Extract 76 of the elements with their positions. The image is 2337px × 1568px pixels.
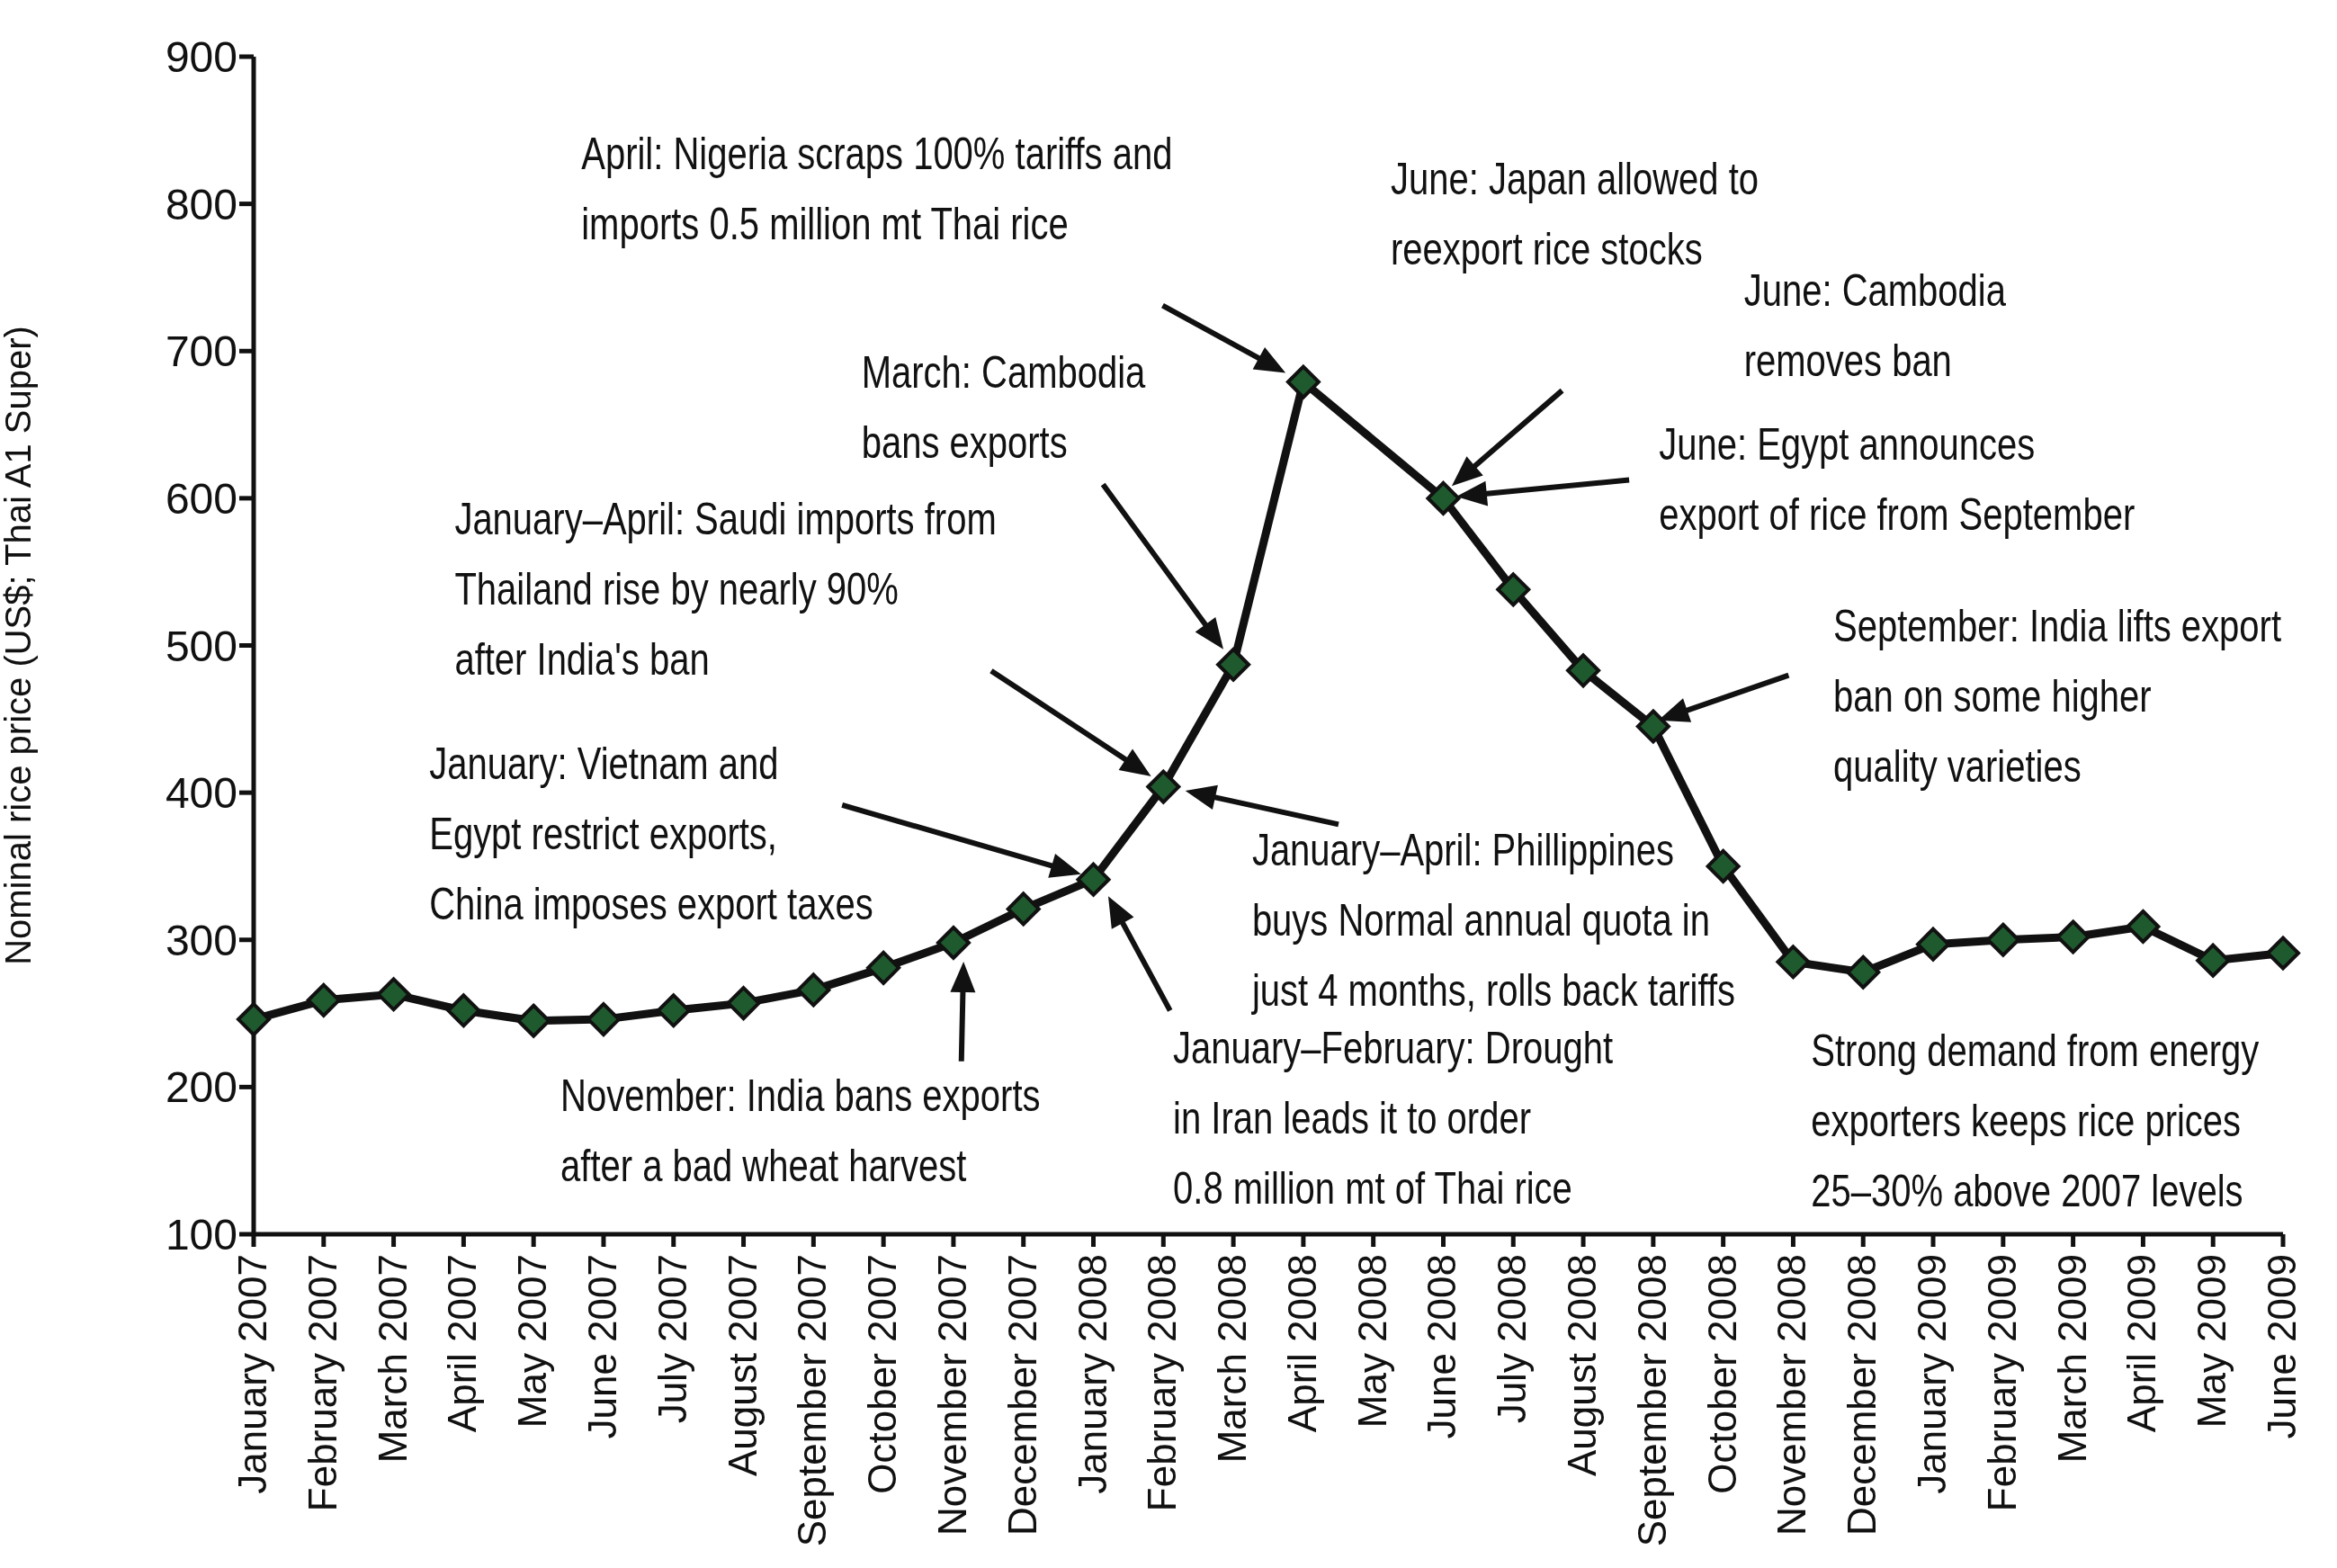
point <box>1216 647 1251 682</box>
x-tick-label: May 2007 <box>510 1254 555 1429</box>
point <box>2196 943 2231 978</box>
annotation: January–April: Phillippines buys Normal annual quota in just 4 months, rolls back tariffs <box>1250 824 1736 1016</box>
x-tick-label: June 2009 <box>2260 1254 2304 1439</box>
point <box>2126 909 2161 945</box>
point <box>1706 848 1741 883</box>
x-tick-label: February 2009 <box>1979 1254 2024 1512</box>
annotation: April: Nigeria scraps 100% tariffs and imports 0.5 million mt Thai rice <box>581 128 1173 249</box>
point <box>2055 919 2091 954</box>
point <box>866 950 901 985</box>
x-tick-label: October 2007 <box>860 1254 905 1494</box>
point <box>1146 769 1181 804</box>
point <box>2266 936 2300 971</box>
y-tick-label: 600 <box>165 474 237 523</box>
x-tick-label: March 2009 <box>2049 1254 2094 1464</box>
x-tick-label: September 2008 <box>1629 1254 1674 1547</box>
point <box>1985 922 2020 957</box>
x-tick-label: March 2007 <box>370 1254 415 1464</box>
x-tick-label: May 2009 <box>2189 1254 2234 1429</box>
x-tick-label: December 2007 <box>999 1254 1044 1537</box>
point <box>1285 364 1321 399</box>
annotation: Strong demand from energy exporters keeps rice prices 25–30% above 2007 levels <box>1811 1026 2260 1217</box>
y-axis-title: Nominal rice price (US$; Thai A1 Super) <box>0 326 39 965</box>
x-tick-label: August 2008 <box>1560 1254 1605 1477</box>
annotation: June: Egypt announces export of rice from September <box>1659 418 2136 540</box>
x-tick-label: September 2007 <box>790 1254 835 1547</box>
point <box>1566 653 1601 688</box>
y-tick-label: 700 <box>165 327 237 376</box>
x-tick-label: April 2007 <box>440 1254 485 1433</box>
x-tick-label: November 2008 <box>1769 1254 1814 1537</box>
x-tick-label: March 2008 <box>1210 1254 1255 1464</box>
x-tick-label: May 2008 <box>1349 1254 1394 1429</box>
point <box>446 993 481 1028</box>
x-tick-label: June 2007 <box>579 1254 624 1439</box>
x-tick-label: April 2009 <box>2119 1254 2164 1433</box>
point <box>1426 480 1461 515</box>
point <box>1776 945 1811 980</box>
point <box>306 982 341 1017</box>
annotation: January: Vietnam and Egypt restrict exports, China imposes export taxes <box>429 738 873 929</box>
point <box>1916 927 1951 962</box>
point <box>376 977 411 1012</box>
y-tick-label: 500 <box>165 622 237 670</box>
y-tick-label: 400 <box>165 769 237 818</box>
point <box>656 993 691 1028</box>
x-tick-label: April 2008 <box>1279 1254 1324 1433</box>
annotation: March: Cambodia bans exports <box>861 347 1147 469</box>
x-tick-label: June 2008 <box>1419 1254 1464 1439</box>
point <box>237 1002 271 1037</box>
point <box>1006 892 1041 927</box>
point <box>1846 954 1881 990</box>
annotation: January–February: Drought in Iran leads it to order 0.8 million mt of Thai rice <box>1173 1022 1614 1214</box>
x-tick-label: August 2007 <box>720 1254 765 1477</box>
point <box>1076 862 1111 897</box>
y-tick-label: 300 <box>165 916 237 964</box>
y-tick-label: 900 <box>165 33 237 82</box>
x-tick-label: February 2007 <box>300 1254 345 1512</box>
x-tick-label: January 2008 <box>1070 1254 1115 1494</box>
annotation: September: India lifts export ban on some higher quality varieties <box>1833 600 2282 793</box>
x-tick-label: October 2008 <box>1699 1254 1744 1494</box>
x-tick-label: July 2008 <box>1490 1254 1535 1424</box>
point <box>726 986 761 1021</box>
point <box>1496 572 1531 607</box>
point <box>936 926 971 961</box>
x-tick-label: November 2007 <box>929 1254 974 1537</box>
y-tick-label: 800 <box>165 180 237 228</box>
annotation: January–April: Saudi imports from Thailand rise by nearly 90% after India's ban <box>454 493 997 685</box>
y-tick-label: 200 <box>165 1063 237 1112</box>
annotation: November: India bans exports after a bad wheat harvest <box>560 1070 1041 1192</box>
x-tick-label: December 2008 <box>1840 1254 1885 1537</box>
x-tick-label: January 2009 <box>1910 1254 1955 1494</box>
x-tick-label: July 2007 <box>649 1254 694 1424</box>
point <box>796 972 831 1008</box>
point <box>1635 709 1670 744</box>
x-tick-label: February 2008 <box>1140 1254 1185 1512</box>
point <box>516 1003 551 1038</box>
